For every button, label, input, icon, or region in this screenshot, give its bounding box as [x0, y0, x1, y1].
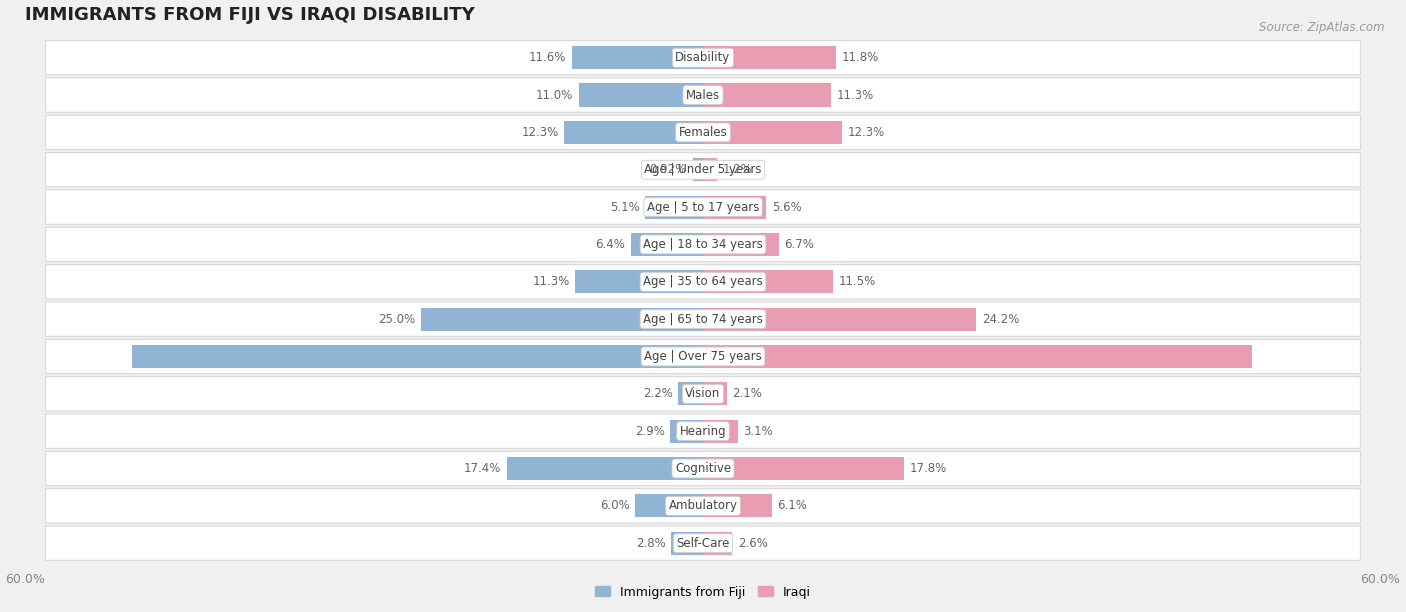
Bar: [703, 195, 766, 218]
FancyBboxPatch shape: [45, 190, 1361, 224]
Text: 5.1%: 5.1%: [610, 201, 640, 214]
Text: Ambulatory: Ambulatory: [668, 499, 738, 512]
Text: 25.0%: 25.0%: [378, 313, 415, 326]
FancyBboxPatch shape: [45, 414, 1361, 449]
Text: Age | 35 to 64 years: Age | 35 to 64 years: [643, 275, 763, 288]
Bar: [678, 382, 703, 405]
Bar: [645, 195, 703, 218]
Text: Males: Males: [686, 89, 720, 102]
FancyBboxPatch shape: [45, 264, 1361, 299]
Bar: [703, 420, 738, 442]
Bar: [703, 532, 733, 554]
Text: Cognitive: Cognitive: [675, 462, 731, 475]
Bar: [132, 345, 703, 368]
FancyBboxPatch shape: [45, 451, 1361, 486]
Text: 48.6%: 48.6%: [1313, 350, 1351, 363]
Text: 0.92%: 0.92%: [650, 163, 688, 176]
Text: 2.1%: 2.1%: [733, 387, 762, 400]
Text: 11.3%: 11.3%: [837, 89, 873, 102]
Text: Disability: Disability: [675, 51, 731, 64]
Text: 11.5%: 11.5%: [838, 275, 876, 288]
Text: 12.3%: 12.3%: [522, 126, 558, 139]
FancyBboxPatch shape: [45, 40, 1361, 75]
Bar: [672, 532, 703, 554]
Text: Self-Care: Self-Care: [676, 537, 730, 550]
Text: 2.6%: 2.6%: [738, 537, 768, 550]
Text: IMMIGRANTS FROM FIJI VS IRAQI DISABILITY: IMMIGRANTS FROM FIJI VS IRAQI DISABILITY: [25, 6, 475, 23]
Bar: [671, 420, 703, 442]
Text: 11.8%: 11.8%: [842, 51, 879, 64]
Text: 2.8%: 2.8%: [636, 537, 665, 550]
Bar: [636, 494, 703, 517]
FancyBboxPatch shape: [45, 339, 1361, 374]
Text: 12.3%: 12.3%: [848, 126, 884, 139]
Text: 17.8%: 17.8%: [910, 462, 946, 475]
Text: Females: Females: [679, 126, 727, 139]
Text: Vision: Vision: [685, 387, 721, 400]
Text: Hearing: Hearing: [679, 425, 727, 438]
Bar: [564, 121, 703, 144]
Text: 6.1%: 6.1%: [778, 499, 807, 512]
Text: 5.6%: 5.6%: [772, 201, 801, 214]
Bar: [703, 271, 832, 293]
Text: 6.0%: 6.0%: [600, 499, 630, 512]
Bar: [703, 345, 1251, 368]
Bar: [703, 308, 976, 330]
Text: 6.4%: 6.4%: [595, 238, 626, 251]
FancyBboxPatch shape: [45, 78, 1361, 112]
FancyBboxPatch shape: [45, 526, 1361, 561]
Bar: [703, 83, 831, 106]
FancyBboxPatch shape: [45, 302, 1361, 337]
Bar: [506, 457, 703, 480]
Bar: [703, 121, 842, 144]
Text: Source: ZipAtlas.com: Source: ZipAtlas.com: [1260, 21, 1385, 34]
Bar: [703, 233, 779, 256]
Text: 11.0%: 11.0%: [536, 89, 574, 102]
FancyBboxPatch shape: [45, 152, 1361, 187]
Bar: [631, 233, 703, 256]
Bar: [693, 158, 703, 181]
Text: 11.3%: 11.3%: [533, 275, 569, 288]
FancyBboxPatch shape: [45, 376, 1361, 411]
Text: Age | 65 to 74 years: Age | 65 to 74 years: [643, 313, 763, 326]
FancyBboxPatch shape: [45, 115, 1361, 149]
Text: 2.9%: 2.9%: [634, 425, 665, 438]
Bar: [572, 46, 703, 69]
Text: 24.2%: 24.2%: [981, 313, 1019, 326]
Bar: [575, 271, 703, 293]
Bar: [420, 308, 703, 330]
Text: 17.4%: 17.4%: [464, 462, 501, 475]
Text: Age | 18 to 34 years: Age | 18 to 34 years: [643, 238, 763, 251]
Text: Age | Over 75 years: Age | Over 75 years: [644, 350, 762, 363]
Bar: [703, 158, 717, 181]
Text: 6.7%: 6.7%: [785, 238, 814, 251]
Text: 50.6%: 50.6%: [55, 350, 91, 363]
Text: Age | 5 to 17 years: Age | 5 to 17 years: [647, 201, 759, 214]
Bar: [703, 457, 904, 480]
Text: 11.6%: 11.6%: [529, 51, 567, 64]
Text: 1.2%: 1.2%: [723, 163, 752, 176]
Text: Age | Under 5 years: Age | Under 5 years: [644, 163, 762, 176]
FancyBboxPatch shape: [45, 227, 1361, 261]
Bar: [703, 494, 772, 517]
Bar: [579, 83, 703, 106]
Legend: Immigrants from Fiji, Iraqi: Immigrants from Fiji, Iraqi: [595, 586, 811, 599]
Text: 3.1%: 3.1%: [744, 425, 773, 438]
Bar: [703, 46, 837, 69]
Bar: [703, 382, 727, 405]
FancyBboxPatch shape: [45, 488, 1361, 523]
Text: 2.2%: 2.2%: [643, 387, 672, 400]
